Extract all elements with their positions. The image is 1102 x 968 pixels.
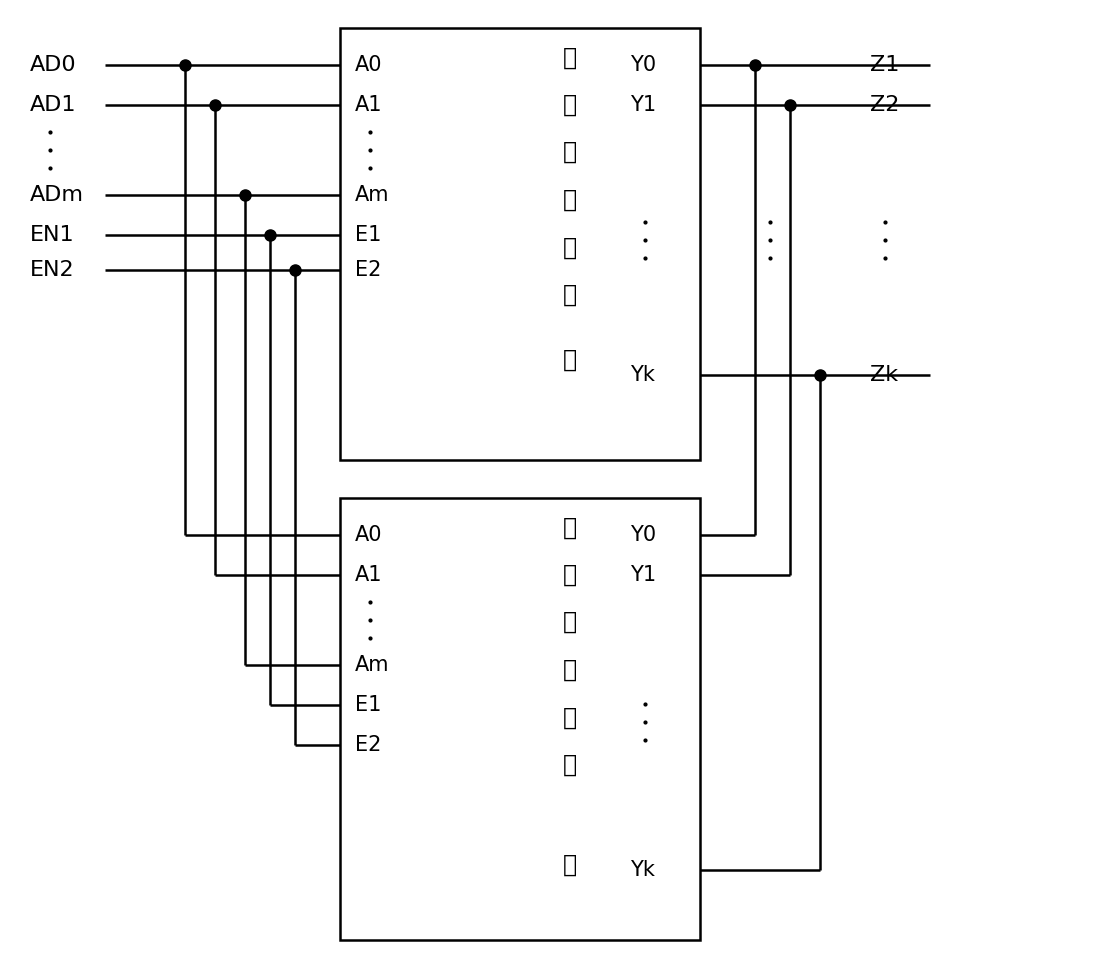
Text: 驱: 驱 [563, 610, 577, 634]
Text: A0: A0 [355, 525, 382, 545]
Text: Am: Am [355, 185, 389, 205]
Bar [341, 28, 700, 460]
Text: 码: 码 [563, 563, 577, 587]
Text: Y1: Y1 [630, 95, 656, 115]
Text: A1: A1 [355, 95, 382, 115]
Text: Yk: Yk [630, 365, 655, 385]
Text: Y0: Y0 [630, 55, 656, 75]
Text: Zk: Zk [869, 365, 898, 385]
Text: Yk: Yk [630, 860, 655, 880]
Bar [341, 498, 700, 940]
Text: A0: A0 [355, 55, 382, 75]
Text: 译: 译 [563, 46, 577, 70]
Text: A1: A1 [355, 565, 382, 585]
Text: 电: 电 [563, 236, 577, 260]
Text: 动: 动 [563, 188, 577, 212]
Text: AD0: AD0 [30, 55, 77, 75]
Text: 二: 二 [563, 853, 577, 877]
Text: 路: 路 [563, 283, 577, 307]
Text: E1: E1 [355, 695, 381, 715]
Text: 码: 码 [563, 93, 577, 117]
Text: 动: 动 [563, 658, 577, 682]
Text: 驱: 驱 [563, 140, 577, 164]
Text: ADm: ADm [30, 185, 84, 205]
Text: Y1: Y1 [630, 565, 656, 585]
Text: 电: 电 [563, 706, 577, 730]
Text: 路: 路 [563, 753, 577, 777]
Text: E2: E2 [355, 735, 381, 755]
Text: 译: 译 [563, 516, 577, 540]
Text: E2: E2 [355, 260, 381, 280]
Text: Z2: Z2 [869, 95, 899, 115]
Text: EN2: EN2 [30, 260, 75, 280]
Text: E1: E1 [355, 225, 381, 245]
Text: Z1: Z1 [869, 55, 899, 75]
Text: EN1: EN1 [30, 225, 75, 245]
Text: Y0: Y0 [630, 525, 656, 545]
Text: AD1: AD1 [30, 95, 76, 115]
Text: 一: 一 [563, 348, 577, 372]
Text: Am: Am [355, 655, 389, 675]
